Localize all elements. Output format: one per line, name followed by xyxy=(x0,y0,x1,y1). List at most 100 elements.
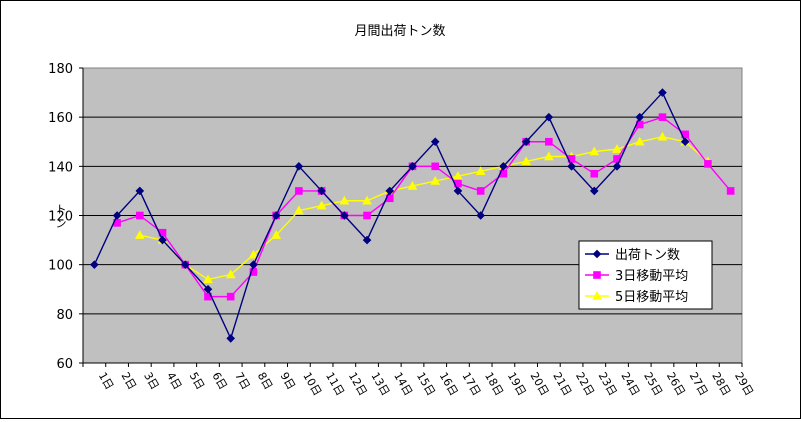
data-point xyxy=(453,186,463,196)
data-point xyxy=(407,180,418,190)
data-point xyxy=(295,187,303,195)
data-point xyxy=(680,137,690,147)
data-point xyxy=(294,162,304,171)
data-point xyxy=(521,156,531,166)
data-point xyxy=(136,211,144,220)
data-point xyxy=(362,195,372,205)
data-point xyxy=(158,235,167,245)
data-point xyxy=(180,260,190,269)
data-point xyxy=(90,260,99,269)
x-tick-label: 11日 xyxy=(323,370,347,398)
data-point xyxy=(339,195,350,205)
data-point xyxy=(453,171,463,180)
x-tick-label: 13日 xyxy=(368,370,392,398)
legend-item: 3日移動平均 xyxy=(585,269,688,284)
data-point xyxy=(657,131,668,141)
data-point xyxy=(543,151,554,161)
data-point xyxy=(271,211,281,220)
x-tick-label: 20日 xyxy=(528,370,552,398)
data-point xyxy=(544,112,554,122)
y-tick-label: 60 xyxy=(56,357,73,372)
legend-item: 出荷トン数 xyxy=(585,248,680,263)
x-axis: 1日 2日 3日 4日 5日 6日 7日 8日 9日 10日11日12日13日14日15日16日1… xyxy=(82,362,756,398)
data-point xyxy=(704,160,712,168)
x-tick-label: 5日 xyxy=(187,370,207,392)
x-tick-label: 25日 xyxy=(641,370,665,398)
data-point xyxy=(431,162,440,171)
data-point xyxy=(612,162,622,171)
data-point xyxy=(726,187,735,195)
data-point xyxy=(476,187,485,195)
legend-label: 3日移動平均 xyxy=(615,269,688,284)
data-point xyxy=(545,137,553,146)
data-point xyxy=(203,284,213,294)
data-point xyxy=(340,211,349,220)
x-tick-label: 23日 xyxy=(596,370,620,398)
data-point xyxy=(317,186,326,196)
y-axis-label-char: ン xyxy=(56,217,67,230)
x-tick-label: 8日 xyxy=(255,370,275,392)
data-point xyxy=(430,176,441,185)
data-point xyxy=(634,136,645,146)
y-tick-label: 80 xyxy=(56,308,73,323)
data-point xyxy=(271,230,282,239)
data-point xyxy=(135,186,145,196)
data-point xyxy=(521,137,531,147)
x-tick-label: 19日 xyxy=(505,370,529,398)
data-point xyxy=(476,211,485,220)
data-point xyxy=(112,211,122,220)
data-point xyxy=(408,162,417,171)
legend-label: 出荷トン数 xyxy=(615,248,680,263)
y-tick-label: 140 xyxy=(48,160,73,175)
data-point xyxy=(593,271,601,279)
series-group xyxy=(90,88,735,343)
x-tick-label: 26日 xyxy=(664,370,688,398)
data-point xyxy=(363,211,371,220)
x-tick-label: 24日 xyxy=(618,370,642,398)
data-point xyxy=(316,200,327,210)
x-tick-label: 28日 xyxy=(709,370,733,398)
x-tick-label: 27日 xyxy=(687,370,711,398)
x-tick-label: 10日 xyxy=(300,370,324,398)
data-point xyxy=(134,230,145,239)
chart-title: 月間出荷トン数 xyxy=(354,24,445,39)
data-point xyxy=(592,290,602,300)
x-tick-label: 18日 xyxy=(482,370,506,398)
y-axis: 60 80 100 120 140 160 180 xyxy=(48,62,84,372)
data-point xyxy=(592,249,602,259)
x-tick-label: 3日 xyxy=(141,370,161,392)
data-point xyxy=(567,162,576,171)
x-tick-label: 2日 xyxy=(118,370,138,392)
data-point xyxy=(249,260,258,269)
x-tick-label: 12日 xyxy=(346,370,370,398)
x-tick-label: 9日 xyxy=(278,370,298,392)
data-point xyxy=(499,162,508,171)
data-point xyxy=(589,146,600,156)
data-point xyxy=(248,249,259,259)
x-tick-label: 17日 xyxy=(459,370,483,398)
data-point xyxy=(430,137,440,147)
data-point xyxy=(612,144,622,153)
data-point xyxy=(226,292,235,301)
x-tick-label: 16日 xyxy=(437,370,461,398)
x-tick-label: 29日 xyxy=(732,370,756,398)
x-tick-label: 15日 xyxy=(414,370,438,398)
x-tick-label: 21日 xyxy=(550,370,574,398)
x-tick-label: 22日 xyxy=(573,370,597,398)
legend: 出荷トン数 3日移動平均 5日移動平均 xyxy=(578,240,713,310)
legend-item: 5日移動平均 xyxy=(585,290,688,305)
y-axis-label: トン xyxy=(56,203,67,230)
y-tick-label: 120 xyxy=(48,210,73,225)
data-point xyxy=(203,274,213,284)
data-point xyxy=(385,186,395,196)
x-tick-label: 1日 xyxy=(96,370,116,392)
data-point xyxy=(589,186,599,196)
y-axis-label-char: ト xyxy=(56,203,67,216)
data-point xyxy=(590,169,599,178)
y-tick-label: 160 xyxy=(48,111,73,126)
data-point xyxy=(658,113,667,121)
data-point xyxy=(475,166,486,175)
data-point xyxy=(226,334,236,343)
data-point xyxy=(658,88,667,97)
